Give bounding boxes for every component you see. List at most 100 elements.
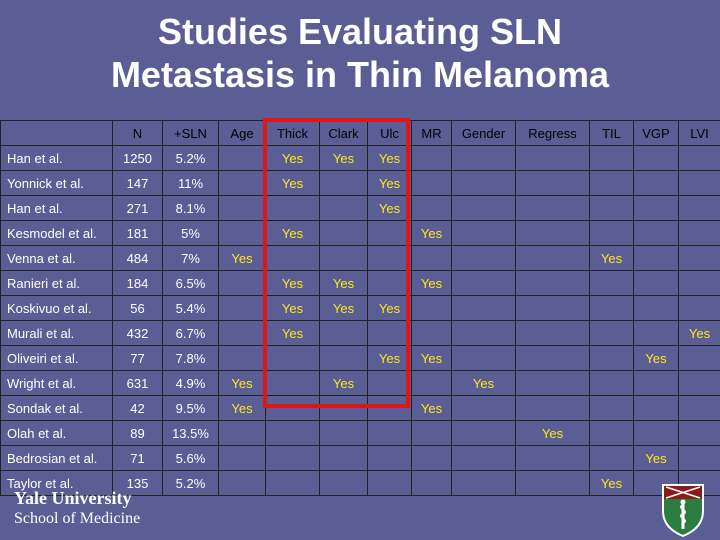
table-row: Ranieri et al. 184 6.5% Yes Yes Yes xyxy=(0,270,720,296)
table-row: Koskivuo et al. 56 5.4% Yes Yes Yes xyxy=(0,295,720,321)
table-row: Sondak et al. 42 9.5% Yes Yes xyxy=(0,395,720,421)
table-cell xyxy=(319,320,368,346)
table-cell xyxy=(678,170,720,196)
table-cell: Yes xyxy=(451,370,516,396)
table-cell xyxy=(451,245,516,271)
table-cell xyxy=(265,395,320,421)
study-name-cell: Yonnick et al. xyxy=(0,170,113,196)
table-cell xyxy=(515,220,590,246)
table-cell xyxy=(633,370,679,396)
table-cell xyxy=(451,220,516,246)
table-cell xyxy=(451,145,516,171)
study-name-cell: Ranieri et al. xyxy=(0,270,113,296)
table-row: Bedrosian et al. 71 5.6% Yes xyxy=(0,445,720,471)
table-cell xyxy=(451,195,516,221)
table-cell: Yes xyxy=(319,145,368,171)
table-cell xyxy=(411,295,452,321)
table-cell xyxy=(678,370,720,396)
table-cell xyxy=(451,445,516,471)
table-cell: Yes xyxy=(411,220,452,246)
table-row: Venna et al. 484 7% Yes Yes xyxy=(0,245,720,271)
header-cell: Clark xyxy=(319,120,368,146)
table-cell: Yes xyxy=(589,245,634,271)
table-cell xyxy=(319,470,368,496)
table-cell xyxy=(451,295,516,321)
table-cell: 271 xyxy=(112,195,163,221)
table-cell: Yes xyxy=(633,445,679,471)
slide-title-line-2: Metastasis in Thin Melanoma xyxy=(110,54,610,95)
table-cell xyxy=(218,445,266,471)
table-cell xyxy=(411,195,452,221)
table-cell xyxy=(678,220,720,246)
table-cell xyxy=(678,195,720,221)
table-cell: Yes xyxy=(265,295,320,321)
table-cell xyxy=(265,420,320,446)
table-cell xyxy=(319,445,368,471)
table-cell: Yes xyxy=(265,320,320,346)
table-cell xyxy=(515,270,590,296)
table-cell xyxy=(515,320,590,346)
table-cell xyxy=(265,345,320,371)
table-cell xyxy=(633,170,679,196)
yale-shield-icon xyxy=(662,484,704,537)
table-cell xyxy=(678,345,720,371)
study-name-cell: Venna et al. xyxy=(0,245,113,271)
table-cell: 42 xyxy=(112,395,163,421)
table-cell xyxy=(633,395,679,421)
table-cell xyxy=(411,245,452,271)
table-cell: 6.7% xyxy=(162,320,219,346)
table-cell: Yes xyxy=(265,220,320,246)
table-cell: 77 xyxy=(112,345,163,371)
table-cell xyxy=(451,345,516,371)
table-cell xyxy=(589,145,634,171)
table-row: Yonnick et al. 147 11% Yes Yes xyxy=(0,170,720,196)
header-cell: MR xyxy=(411,120,452,146)
table-cell: 147 xyxy=(112,170,163,196)
table-row: Wright et al. 631 4.9% Yes Yes Yes xyxy=(0,370,720,396)
study-name-cell: Han et al. xyxy=(0,195,113,221)
table-cell xyxy=(319,245,368,271)
table-cell xyxy=(589,320,634,346)
table-row: Olah et al. 89 13.5% Yes xyxy=(0,420,720,446)
table-cell xyxy=(319,195,368,221)
table-cell xyxy=(589,420,634,446)
header-cell: Regress xyxy=(515,120,590,146)
table-cell: Yes xyxy=(589,470,634,496)
table-cell: 56 xyxy=(112,295,163,321)
table-cell xyxy=(367,320,412,346)
table-cell xyxy=(589,220,634,246)
table-cell xyxy=(633,220,679,246)
table-cell xyxy=(218,220,266,246)
table-cell xyxy=(218,420,266,446)
table-cell xyxy=(451,270,516,296)
table-cell xyxy=(265,445,320,471)
table-cell xyxy=(589,395,634,421)
table-cell: 89 xyxy=(112,420,163,446)
table-row: Han et al. 271 8.1% Yes xyxy=(0,195,720,221)
table-cell: 71 xyxy=(112,445,163,471)
header-cell: TIL xyxy=(589,120,634,146)
table-cell: Yes xyxy=(411,345,452,371)
logo-school-name: School of Medicine xyxy=(14,510,141,527)
table-cell xyxy=(218,195,266,221)
table-cell xyxy=(451,320,516,346)
table-cell xyxy=(589,295,634,321)
table-cell: 7.8% xyxy=(162,345,219,371)
header-cell-study xyxy=(0,120,113,146)
table-cell xyxy=(367,395,412,421)
table-cell: 4.9% xyxy=(162,370,219,396)
table-cell xyxy=(265,245,320,271)
table-cell: Yes xyxy=(265,145,320,171)
table-cell: 8.1% xyxy=(162,195,219,221)
slide-title-line-1: Studies Evaluating SLN xyxy=(157,11,563,52)
table-cell xyxy=(265,370,320,396)
header-cell: VGP xyxy=(633,120,679,146)
table-cell: Yes xyxy=(633,345,679,371)
study-name-cell: Kesmodel et al. xyxy=(0,220,113,246)
table-cell xyxy=(589,170,634,196)
table-cell: 184 xyxy=(112,270,163,296)
table-cell xyxy=(589,270,634,296)
header-cell: Gender xyxy=(451,120,516,146)
table-cell xyxy=(451,395,516,421)
table-cell xyxy=(515,195,590,221)
